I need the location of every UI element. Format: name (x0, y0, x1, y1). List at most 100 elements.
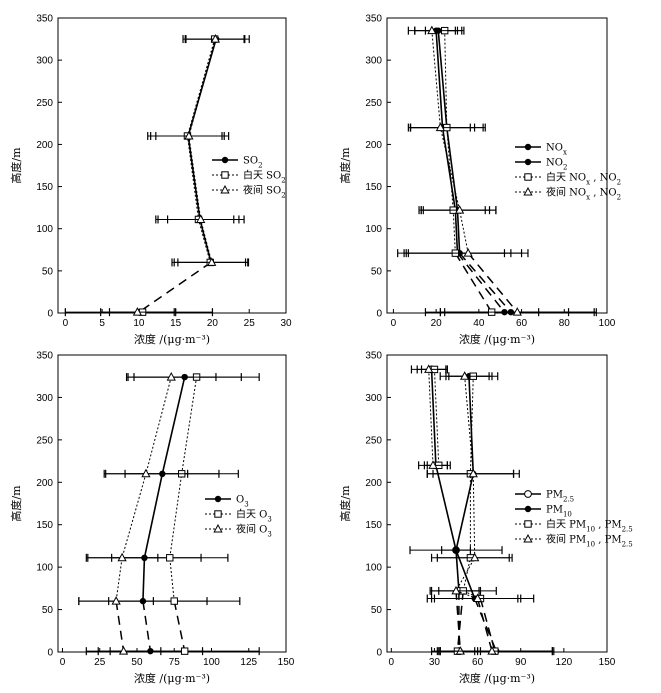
data-point (184, 130, 194, 140)
x-tick-label: 20 (207, 318, 219, 329)
legend-marker (524, 143, 532, 151)
y-tick-label: 150 (36, 520, 53, 531)
y-tick-label: 100 (36, 224, 53, 235)
surface-dashed-link (479, 598, 496, 652)
data-point (196, 214, 206, 223)
y-tick-label: 100 (365, 224, 382, 235)
surface-dashed-link (459, 252, 512, 313)
y-tick-label: 200 (36, 140, 53, 151)
series-line (169, 376, 198, 602)
x-tick-label: 60 (516, 318, 528, 329)
legend-marker (524, 490, 532, 498)
legend-marker (524, 158, 532, 166)
legend-label: 白天 SO2 (243, 169, 286, 185)
x-tick-label: 0 (389, 657, 395, 668)
y-tick-label: 200 (365, 478, 382, 489)
x-tick-label: 0 (60, 657, 66, 668)
data-point (463, 248, 473, 257)
y-tick-label: 50 (371, 605, 383, 616)
data-point (454, 205, 465, 214)
y-tick-label: 150 (36, 182, 53, 193)
series-line (142, 376, 186, 602)
x-tick-label: 100 (599, 318, 616, 329)
data-point (141, 468, 151, 478)
series-line (455, 376, 478, 600)
x-tick-label: 80 (559, 318, 571, 329)
chart-pm: 0 30 60 90 120 150 0 50 100 150 200 250 300 350 浓度 /(μ… (338, 351, 633, 686)
x-tick-label: 30 (429, 657, 441, 668)
legend-marker (213, 523, 223, 533)
x-axis-label: 浓度 /(μg·m⁻³) (134, 671, 210, 685)
surface-dashed-link (456, 590, 464, 652)
y-axis-label: 高度/m (338, 147, 352, 184)
surface-dashed-link (456, 252, 506, 313)
legend-label: O3 (236, 495, 249, 509)
x-tick-label: 100 (203, 657, 220, 668)
y-tick-label: 300 (365, 393, 382, 404)
y-tick-label: 0 (47, 648, 53, 659)
series-1 (403, 26, 570, 317)
x-axis-label: 浓度 /(μg·m⁻³) (134, 332, 210, 346)
y-tick-label: 0 (47, 309, 53, 320)
series-line (115, 376, 172, 602)
y-tick-label: 350 (36, 14, 53, 25)
x-tick-label: 25 (244, 318, 256, 329)
y-axis-label: 高度/m (9, 147, 23, 184)
legend-label: 夜间 NOx , NO2 (546, 186, 621, 202)
data-point (117, 552, 127, 562)
legend-label: 夜间 SO2 (243, 184, 286, 200)
x-tick-label: 20 (431, 318, 443, 329)
x-tick-label: 30 (280, 318, 292, 329)
y-tick-label: 350 (365, 14, 382, 25)
y-tick-label: 50 (371, 266, 383, 277)
legend-label: 白天 O3 (236, 508, 272, 524)
data-point (428, 460, 438, 469)
y-tick-label: 250 (365, 435, 382, 446)
x-tick-label: 15 (170, 318, 182, 329)
x-tick-label: 10 (133, 318, 145, 329)
surface-dashed-link (142, 600, 152, 652)
y-tick-label: 0 (376, 309, 382, 320)
data-point (166, 554, 174, 562)
legend-label: PM2.5 (546, 490, 574, 504)
chart-o3: 0 25 50 75 100 125 150 0 50 100 150 200 250 300 350 浓度 … (9, 351, 295, 686)
series-line (437, 30, 461, 254)
series-2 (420, 365, 553, 656)
legend-label: 白天 PM10 , PM2.5 (546, 518, 633, 534)
data-point (207, 257, 217, 266)
y-tick-label: 100 (365, 563, 382, 574)
series-line (186, 38, 216, 263)
y-tick-label: 0 (376, 648, 382, 659)
y-tick-label: 250 (36, 98, 53, 109)
surface-dashed-link (454, 252, 493, 313)
y-tick-label: 200 (36, 478, 53, 489)
y-tick-label: 50 (42, 605, 54, 616)
x-tick-label: 60 (472, 657, 484, 668)
y-tick-label: 350 (365, 351, 382, 362)
series-line (435, 30, 459, 254)
legend-marker (523, 533, 533, 543)
series-line (430, 369, 460, 591)
series-2 (100, 34, 247, 317)
x-axis-label: 浓度 /(μg·m⁻³) (459, 671, 535, 685)
legend-label: 白天 NOx , NO2 (546, 171, 621, 187)
series-line (431, 30, 469, 254)
legend-marker (214, 495, 222, 503)
legend-marker (524, 520, 532, 528)
y-tick-label: 200 (365, 140, 382, 151)
series-1 (409, 372, 555, 656)
data-point (435, 122, 446, 132)
y-tick-label: 150 (365, 520, 382, 531)
y-axis-label: 高度/m (338, 485, 352, 522)
y-axis-label: 高度/m (9, 485, 23, 522)
y-tick-label: 100 (36, 563, 53, 574)
data-point (470, 552, 480, 562)
series-line (462, 376, 481, 599)
legend-label: PM10 (546, 505, 572, 519)
data-point (472, 593, 483, 603)
data-point (512, 307, 522, 316)
legend-marker (214, 510, 222, 518)
data-point (180, 647, 189, 655)
